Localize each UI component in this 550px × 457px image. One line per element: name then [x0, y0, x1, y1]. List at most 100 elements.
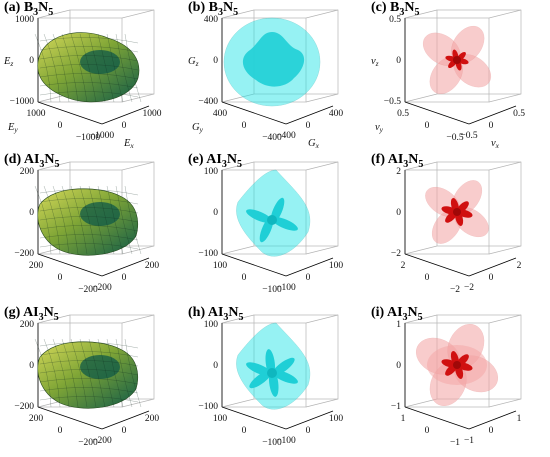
- panel-label-n1: 3: [33, 6, 39, 18]
- y-tick-label: −100: [262, 438, 282, 448]
- x-tick-label: 0: [306, 121, 311, 131]
- x-tick-label: 1000: [143, 109, 162, 119]
- panel-label: (i) AI3N5: [371, 305, 423, 326]
- panel-label-el2: N: [407, 305, 418, 320]
- panel-label-el1: B: [390, 0, 400, 15]
- panel-label-n1: 3: [217, 6, 223, 18]
- panel-label-prefix: (d): [4, 152, 24, 167]
- z-tick-label: 100: [204, 320, 219, 330]
- poisson-ratio-surface: [425, 180, 489, 244]
- plot-box: [404, 161, 522, 277]
- panel-label-el2: N: [43, 305, 54, 320]
- panel-label-el1: AI: [386, 305, 403, 320]
- panel-label-el1: AI: [23, 305, 39, 320]
- y-tick-label: 100: [213, 261, 228, 271]
- y-tick-label: −0.5: [446, 133, 463, 143]
- surface-mesh: [34, 33, 142, 103]
- plot-box: [221, 314, 339, 430]
- z-tick-label: 2: [396, 167, 401, 177]
- z-axis-label: Gz: [188, 56, 199, 68]
- surface-mesh: [34, 338, 142, 408]
- panel-label-el1: AI: [206, 152, 222, 167]
- panel-label-n2: 5: [48, 6, 54, 18]
- x-tick-label: −2: [464, 283, 474, 293]
- y-tick-label: 200: [29, 261, 44, 271]
- y-tick-label: 0: [425, 273, 430, 283]
- panel-label-n2: 5: [417, 311, 423, 323]
- y-tick-label: 400: [213, 109, 228, 119]
- panel-label-n1: 3: [402, 311, 408, 323]
- z-tick-label: 0: [213, 208, 218, 218]
- poisson-core: [453, 208, 461, 216]
- y-tick-label: −100: [262, 285, 282, 295]
- shear-modulus-surface: [236, 169, 310, 257]
- x-tick-label: 0: [489, 273, 494, 283]
- y-tick-label: −400: [262, 133, 282, 143]
- panel-label-prefix: (i): [371, 305, 387, 320]
- z-tick-label: 1000: [15, 15, 34, 25]
- panel-label-n2: 5: [238, 311, 244, 323]
- x-tick-label: 100: [329, 261, 344, 271]
- x-tick-label: 0: [122, 273, 127, 283]
- y-tick-label: 0: [425, 121, 430, 131]
- shear-core: [267, 215, 277, 225]
- panel-label-prefix: (a): [4, 0, 24, 15]
- y-tick-label: 0: [242, 273, 247, 283]
- x-tick-label: 200: [145, 261, 160, 271]
- y-tick-label: 0: [425, 426, 430, 436]
- x-tick-label: −1: [464, 436, 474, 446]
- z-tick-label: 0: [213, 361, 218, 371]
- panel-label-el1: B: [23, 0, 34, 15]
- panel-label-el2: N: [408, 152, 419, 167]
- y-tick-label: 0: [58, 273, 63, 283]
- z-axis-label: vz: [371, 56, 379, 68]
- x-tick-label: −200: [92, 283, 112, 293]
- panel-label-el1: AI: [387, 152, 404, 167]
- panel-label: (c) B3N5: [371, 0, 420, 21]
- panel-label-el1: AI: [23, 152, 40, 167]
- young-modulus-dimple: [80, 50, 120, 74]
- z-tick-label: −200: [14, 402, 34, 412]
- panel-label-n1: 3: [221, 158, 227, 170]
- axis-labels: vz vy vx: [371, 56, 500, 150]
- z-tick-label: −2: [391, 249, 401, 259]
- axis-labels: Ez Ey Ex: [3, 56, 134, 150]
- x-tick-label: −100: [276, 436, 296, 446]
- surface-mesh: [34, 185, 142, 255]
- y-axis-label: Ey: [7, 122, 18, 134]
- panel-label-el2: N: [222, 0, 234, 15]
- x-tick-label: 1: [517, 414, 522, 424]
- z-tick-label: 100: [204, 167, 219, 177]
- panel-a: 1000 0 −1000 1000 0 −1000 −1000 0 1000 Ez Ey Ex (a) …: [0, 0, 183, 152]
- x-tick-label: 0.5: [513, 109, 525, 119]
- panel-g: 200 0 −200 200 0 −200 −200 0 200 (g) AI3N5: [0, 305, 183, 457]
- x-tick-label: 0: [306, 426, 311, 436]
- shear-inner-lobe: [246, 209, 273, 223]
- y-tick-label: −200: [78, 438, 98, 448]
- panel-label-n1: 3: [403, 158, 409, 170]
- panel-label: (f) AI3N5: [371, 152, 423, 173]
- panel-e: 100 0 −100 100 0 −100 −100 0 100 (e) AI3N5: [184, 152, 367, 304]
- panel-label-el2: N: [228, 305, 239, 320]
- y-tick-label: 0: [242, 121, 247, 131]
- tick-labels: 10−110−1 −101: [391, 320, 522, 448]
- z-tick-label: 0: [396, 361, 401, 371]
- z-tick-label: 0: [29, 208, 34, 218]
- z-axis-label: Ez: [3, 56, 13, 68]
- shear-inner-lobe: [246, 362, 273, 376]
- x-tick-label: −200: [92, 436, 112, 446]
- panel-plot: 10−110−1 −101: [391, 314, 522, 448]
- x-axis-label: Gx: [308, 138, 320, 150]
- y-tick-label: 1000: [27, 109, 46, 119]
- panel-label-n1: 3: [399, 6, 405, 18]
- z-tick-label: −1: [391, 402, 401, 412]
- z-tick-label: 0: [396, 56, 401, 66]
- panel-label-n2: 5: [236, 158, 242, 170]
- panel-i: 1 0 −1 1 0 −1 −1 0 1 (i) AI3N5: [367, 305, 550, 457]
- tick-labels: 0.50−0.50.50−0.5−0.500.5: [384, 15, 525, 143]
- z-tick-label: −400: [198, 97, 218, 107]
- poisson-ratio-surface: [415, 323, 499, 407]
